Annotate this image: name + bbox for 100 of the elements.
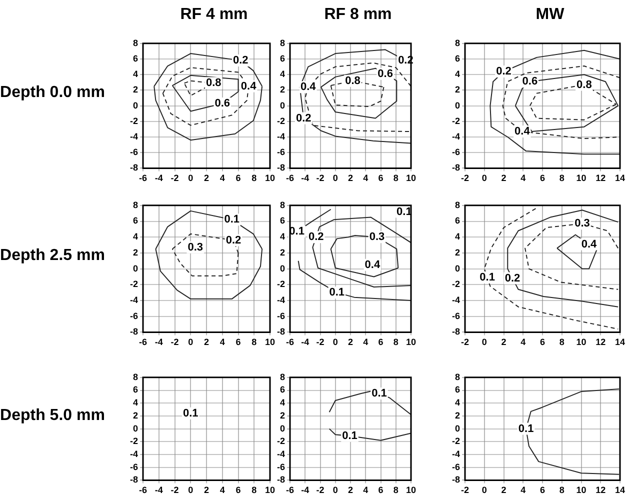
x-tick-label: 8 <box>559 337 564 348</box>
x-tick-label: 0 <box>188 337 194 348</box>
y-tick-label: -6 <box>130 462 138 472</box>
y-axis-title: Depth 5.0 mm <box>0 406 105 425</box>
x-tick-label: 12 <box>596 485 606 495</box>
y-tick-label: 2 <box>280 410 285 420</box>
y-tick-label: -2 <box>452 436 460 446</box>
y-tick-label: 0 <box>280 100 285 110</box>
x-tick-label: 8 <box>393 485 398 495</box>
y-tick-label: -4 <box>130 448 138 459</box>
x-tick-label: -4 <box>154 485 163 495</box>
y-tick-label: -2 <box>452 279 460 290</box>
y-tick-label: 2 <box>280 247 285 258</box>
annotation: 0.8 <box>206 77 222 90</box>
x-tick-label: 6 <box>236 173 241 184</box>
x-tick-label: 10 <box>406 337 416 348</box>
y-tick-label: -2 <box>276 436 285 446</box>
y-tick-label: 6 <box>132 53 138 64</box>
y-tick-label: 4 <box>280 69 285 80</box>
x-tick-label: -4 <box>154 173 163 184</box>
y-tick-label: -2 <box>130 436 138 446</box>
y-tick-label: -8 <box>130 162 138 173</box>
x-tick-label: 10 <box>576 485 586 495</box>
y-tick-label: 8 <box>132 38 138 48</box>
y-tick-label: 8 <box>280 38 285 48</box>
y-tick-label: -2 <box>276 279 285 290</box>
x-tick-label: 6 <box>378 337 384 348</box>
x-tick-label: -4 <box>301 337 310 348</box>
x-tick-label: 6 <box>378 173 384 184</box>
y-tick-label: 6 <box>132 384 138 395</box>
y-axis-title: Depth 0.0 mm <box>0 83 105 102</box>
y-tick-label: -4 <box>452 294 460 305</box>
x-tick-label: 4 <box>363 337 368 348</box>
y-tick-label: -4 <box>452 131 460 142</box>
x-tick-label: -2 <box>170 485 179 495</box>
annotation: 0.1 <box>480 272 495 284</box>
x-tick-label: 2 <box>204 485 210 495</box>
x-tick-label: 8 <box>559 173 564 184</box>
y-tick-label: -4 <box>130 131 138 142</box>
y-tick-label: -6 <box>452 147 460 158</box>
y-tick-label: 2 <box>454 247 460 258</box>
y-tick-label: -4 <box>452 448 460 459</box>
annotation: 0.2 <box>496 66 512 78</box>
y-tick-label: 4 <box>454 69 460 80</box>
x-tick-label: 6 <box>378 485 384 495</box>
x-tick-label: 8 <box>393 173 398 184</box>
x-tick-label: -2 <box>170 173 179 184</box>
y-tick-label: -2 <box>276 116 285 126</box>
x-tick-label: 2 <box>501 485 506 495</box>
x-tick-label: 12 <box>596 337 606 348</box>
y-tick-label: -8 <box>130 326 138 337</box>
y-tick-label: 0 <box>454 100 460 110</box>
x-tick-label: 4 <box>363 173 368 184</box>
x-tick-label: -2 <box>170 337 179 348</box>
y-tick-label: -8 <box>452 326 460 337</box>
y-tick-label: -6 <box>130 310 138 321</box>
y-tick-label: 2 <box>454 84 460 95</box>
y-tick-label: 8 <box>280 200 285 210</box>
y-tick-label: -6 <box>130 147 138 158</box>
x-tick-label: 6 <box>236 485 241 495</box>
x-tick-label: 10 <box>406 485 416 495</box>
x-tick-label: 2 <box>348 173 354 184</box>
x-tick-label: 6 <box>540 485 546 495</box>
x-tick-label: -2 <box>316 337 324 348</box>
y-tick-label: -8 <box>276 326 285 337</box>
y-tick-label: 2 <box>132 247 138 258</box>
x-tick-label: 8 <box>559 485 564 495</box>
x-tick-label: -4 <box>154 337 163 348</box>
y-tick-label: 2 <box>280 84 285 95</box>
y-tick-label: 0 <box>280 423 285 434</box>
y-tick-label: 8 <box>454 200 460 210</box>
y-tick-label: 2 <box>132 84 138 95</box>
x-tick-label: 14 <box>614 173 626 184</box>
y-tick-label: 6 <box>454 216 460 226</box>
y-tick-label: 0 <box>454 423 460 434</box>
chart-title: RF 4 mm <box>179 6 249 24</box>
x-tick-label: 6 <box>540 337 546 348</box>
x-tick-label: 12 <box>596 173 606 184</box>
x-tick-label: 14 <box>614 485 626 495</box>
x-tick-label: 8 <box>252 485 257 495</box>
y-tick-label: -6 <box>452 462 460 472</box>
x-tick-label: 2 <box>204 173 210 184</box>
y-tick-label: 6 <box>280 216 285 226</box>
y-tick-label: 4 <box>132 69 138 80</box>
x-tick-label: 10 <box>264 173 276 184</box>
annotation: 0.1 <box>396 206 412 218</box>
y-tick-label: 8 <box>280 372 285 382</box>
y-tick-label: 6 <box>454 384 460 395</box>
x-tick-label: 6 <box>236 337 241 348</box>
y-tick-label: 4 <box>280 398 285 408</box>
annotation: 0.6 <box>378 68 393 80</box>
chart-title: MW <box>534 6 566 24</box>
x-tick-label: 10 <box>406 173 416 184</box>
y-tick-label: 0 <box>280 263 285 274</box>
y-tick-label: -4 <box>130 294 138 305</box>
y-tick-label: -6 <box>276 462 285 472</box>
x-tick-label: -2 <box>316 485 324 495</box>
x-tick-label: 0 <box>332 485 338 495</box>
x-tick-label: 8 <box>393 337 398 348</box>
x-tick-label: -2 <box>316 173 324 184</box>
